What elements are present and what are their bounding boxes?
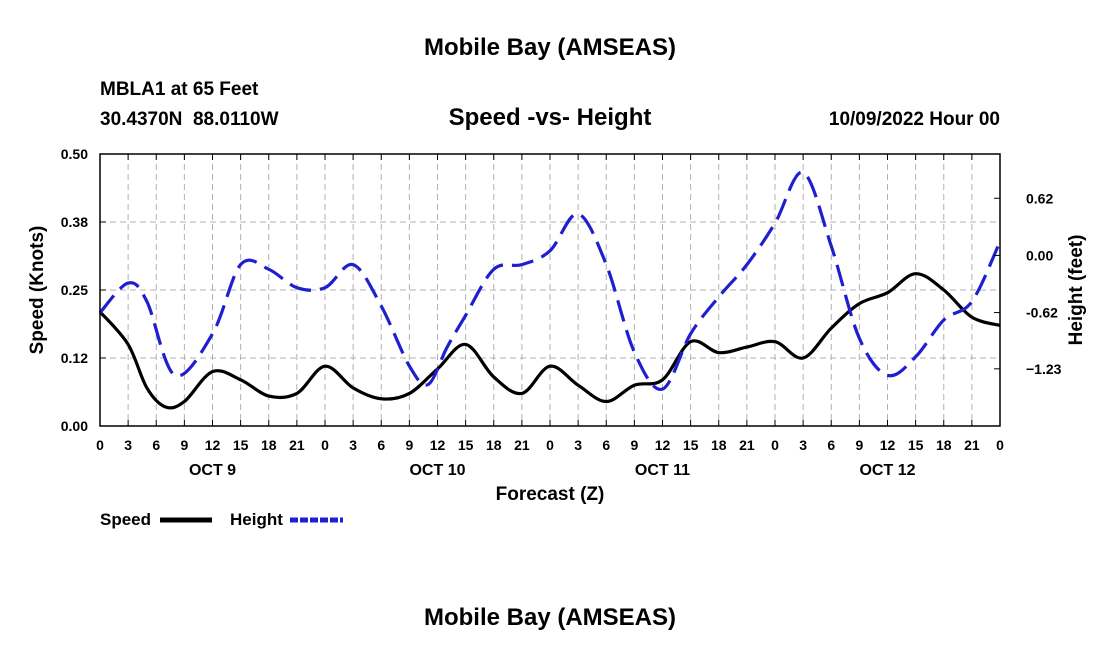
x-tick-label: 15 [458,437,474,453]
legend-height-label: Height [230,510,283,529]
chart-grid [100,154,1000,426]
day-label: OCT 11 [635,462,690,479]
x-tick-label: 21 [289,437,305,453]
x-tick-label: 9 [405,437,413,453]
x-tick-label: 12 [430,437,446,453]
day-label: OCT 10 [409,462,465,479]
chart-subtitle: Speed -vs- Height [449,104,652,131]
x-tick-label: 9 [630,437,638,453]
x-tick-label: 21 [964,437,980,453]
y-tick-label-left: 0.12 [61,350,88,366]
x-tick-label: 0 [321,437,329,453]
x-tick-label: 6 [827,437,835,453]
x-tick-label: 15 [908,437,924,453]
x-tick-label: 12 [880,437,896,453]
x-tick-label: 6 [377,437,385,453]
x-tick-label: 6 [152,437,160,453]
y-axis-label-left: Speed (Knots) [27,226,48,355]
day-label: OCT 12 [859,462,915,479]
datetime-label: 10/09/2022 Hour 00 [829,109,1000,130]
x-axis-label: Forecast (Z) [496,484,605,505]
x-tick-label: 21 [514,437,530,453]
x-tick-label: 6 [602,437,610,453]
x-tick-label: 18 [711,437,727,453]
x-tick-label: 18 [936,437,952,453]
x-tick-label: 3 [799,437,807,453]
location-label: 30.4370N 88.0110W [100,109,279,130]
day-label: OCT 9 [189,462,236,479]
y-tick-label-left: 0.50 [61,146,88,162]
x-tick-label: 3 [349,437,357,453]
x-tick-label: 0 [546,437,554,453]
x-tick-label: 3 [574,437,582,453]
x-tick-label: 15 [233,437,249,453]
x-tick-label: 12 [655,437,671,453]
chart-title: Mobile Bay (AMSEAS) [424,34,676,61]
y-tick-label-left: 0.38 [61,214,88,230]
x-tick-label: 18 [261,437,277,453]
y-tick-label-right: −1.23 [1026,361,1062,377]
y-tick-label-right: -0.62 [1026,305,1058,321]
y-tick-label-left: 0.25 [61,282,88,298]
y-axis-label-right: Height (feet) [1066,235,1087,346]
series-line-speed [98,272,1001,410]
y-tick-label-left: 0.00 [61,418,88,434]
x-tick-label: 3 [124,437,132,453]
legend-speed-label: Speed [100,510,151,529]
series-layer [98,170,1002,410]
x-tick-label: 0 [96,437,104,453]
x-tick-label: 9 [180,437,188,453]
station-label: MBLA1 at 65 Feet [100,79,259,100]
x-tick-label: 0 [771,437,779,453]
footer-title: Mobile Bay (AMSEAS) [424,604,676,631]
x-tick-label: 9 [855,437,863,453]
x-tick-label: 15 [683,437,699,453]
y-tick-label-right: 0.62 [1026,190,1053,206]
x-tick-label: 18 [486,437,502,453]
y-tick-label-right: 0.00 [1026,247,1053,263]
chart-axes: 0 3 6 9 12 15 18 21 0 3 6 9 12 15 18 21 0 3 6 9 12 15 18 21 0 3 6 9… [61,146,1062,479]
x-tick-label: 21 [739,437,755,453]
x-tick-label: 0 [996,437,1004,453]
series-line-height [98,170,1002,391]
x-tick-label: 12 [205,437,221,453]
legend: Speed Height [100,510,343,529]
